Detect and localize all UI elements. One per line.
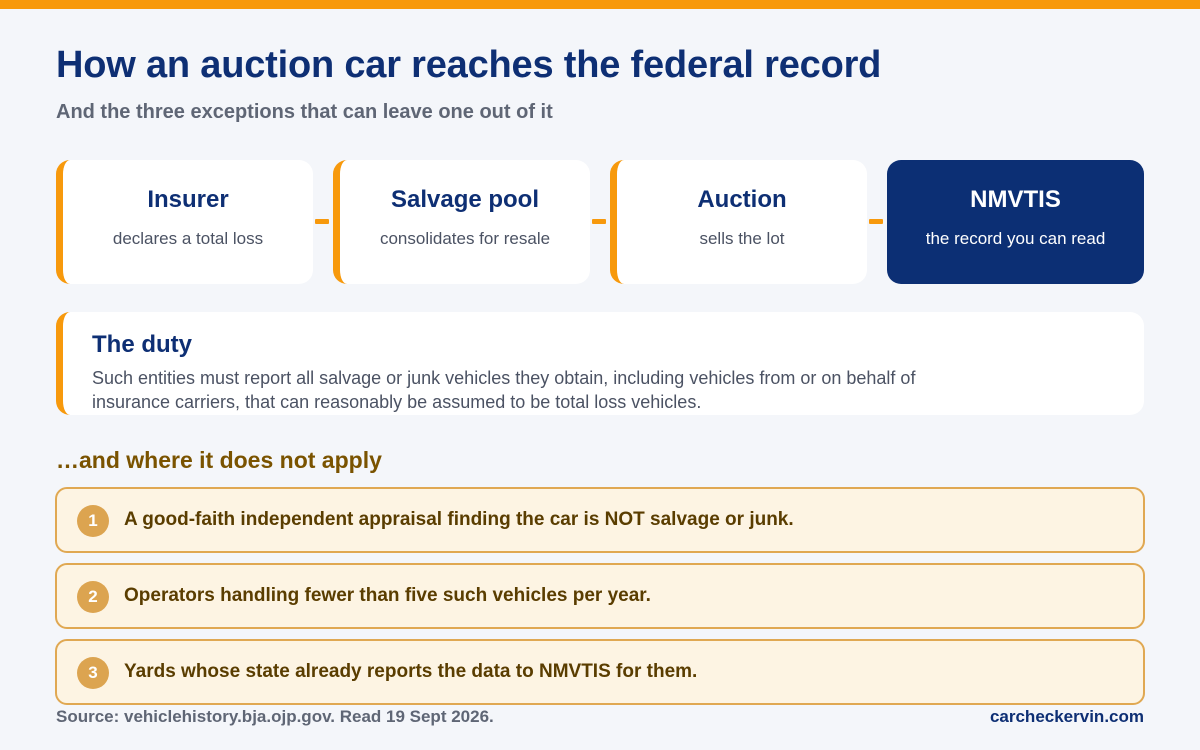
exceptions-heading: …and where it does not apply — [56, 447, 382, 473]
step-subtitle: declares a total loss — [112, 229, 264, 248]
flow-connector — [592, 219, 606, 224]
duty-text: Such entities must report all salvage or… — [92, 368, 916, 412]
source-note: Source: vehiclehistory.bja.ojp.gov. Read… — [56, 707, 494, 726]
step-title: NMVTIS — [970, 186, 1061, 213]
step-title: Auction — [697, 186, 787, 213]
flow-connector — [869, 219, 883, 224]
brand-link[interactable]: carcheckervin.com — [989, 707, 1144, 726]
flow-step-salvage-pool: Salvage pool consolidates for resale — [333, 160, 590, 284]
duty-title: The duty — [92, 331, 192, 358]
exception-number-badge: 3 — [77, 657, 109, 689]
exception-text: A good-faith independent appraisal findi… — [124, 509, 794, 530]
step-subtitle: the record you can read — [925, 229, 1106, 248]
exception-number-badge: 1 — [77, 505, 109, 537]
top-accent-bar — [0, 0, 1200, 9]
flow-step-insurer: Insurer declares a total loss — [56, 160, 313, 284]
exception-item: 2 Operators handling fewer than five suc… — [55, 563, 1145, 629]
step-title: Salvage pool — [390, 186, 540, 213]
flow-step-nmvtis: NMVTIS the record you can read — [887, 160, 1144, 284]
step-title: Insurer — [147, 186, 229, 213]
flow-connector — [315, 219, 329, 224]
exception-item: 3 Yards whose state already reports the … — [55, 639, 1145, 705]
exception-text: Yards whose state already reports the da… — [124, 661, 698, 682]
exception-number-badge: 2 — [77, 581, 109, 613]
flow-step-auction: Auction sells the lot — [610, 160, 867, 284]
page-subtitle: And the three exceptions that can leave … — [56, 101, 553, 123]
exception-item: 1 A good-faith independent appraisal fin… — [55, 487, 1145, 553]
exception-text: Operators handling fewer than five such … — [124, 585, 651, 606]
step-subtitle: sells the lot — [699, 229, 785, 248]
duty-panel: The duty Such entities must report all s… — [56, 312, 1144, 415]
step-subtitle: consolidates for resale — [379, 229, 551, 248]
page-title: How an auction car reaches the federal r… — [56, 44, 882, 86]
